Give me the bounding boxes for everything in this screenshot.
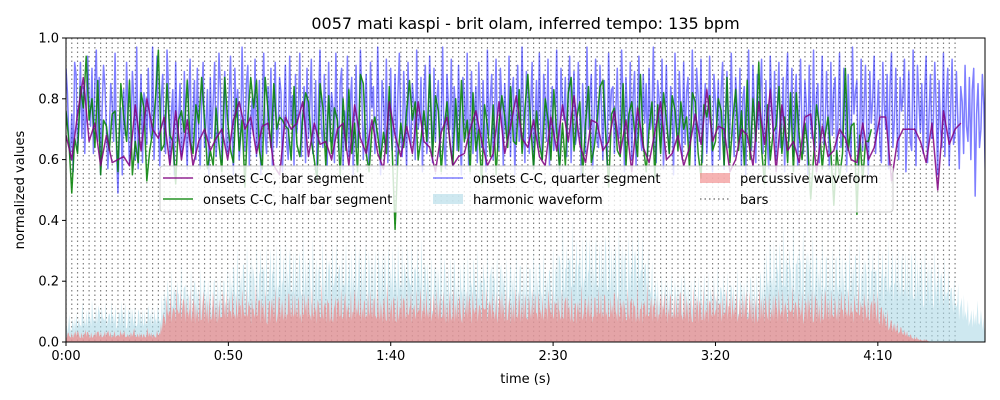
y-axis: 0.0 0.2 0.4 0.6 0.8 1.0 xyxy=(38,32,66,351)
legend-label-0: onsets C-C, bar segment xyxy=(203,172,364,187)
plot-area xyxy=(66,38,985,342)
y-tick-label-4: 0.8 xyxy=(38,92,59,107)
legend-label-4: percussive waveform xyxy=(740,172,878,187)
area-percussive-waveform xyxy=(66,281,936,342)
y-tick-label-1: 0.2 xyxy=(38,275,59,290)
series-line-1 xyxy=(66,49,873,231)
lines-layer xyxy=(66,46,985,231)
x-tick-label-3: 2:30 xyxy=(539,349,568,364)
legend-label-5: bars xyxy=(740,193,769,208)
y-tick-label-0: 0.0 xyxy=(38,336,59,351)
legend-label-3: harmonic waveform xyxy=(473,193,603,208)
areas-layer xyxy=(66,219,985,342)
y-tick-label-5: 1.0 xyxy=(38,32,59,47)
x-axis: 0:00 0:50 1:40 2:30 3:20 4:10 xyxy=(51,342,892,364)
x-tick-label-1: 0:50 xyxy=(214,349,243,364)
legend-label-1: onsets C-C, half bar segment xyxy=(203,193,392,208)
x-tick-label-5: 4:10 xyxy=(863,349,892,364)
chart-title: 0057 mati kaspi - brit olam, inferred te… xyxy=(311,14,739,33)
legend-swatch-4 xyxy=(700,173,730,183)
x-axis-label: time (s) xyxy=(500,372,550,387)
y-axis-label: normalized values xyxy=(13,130,28,249)
x-tick-label-0: 0:00 xyxy=(51,349,80,364)
y-tick-label-2: 0.4 xyxy=(38,214,59,229)
legend-swatch-3 xyxy=(433,194,463,204)
x-tick-label-2: 1:40 xyxy=(376,349,405,364)
legend-label-2: onsets C-C, quarter segment xyxy=(473,172,660,187)
legend: onsets C-C, bar segment onsets C-C, half … xyxy=(159,165,894,213)
y-tick-label-3: 0.6 xyxy=(38,153,59,168)
x-tick-label-4: 3:20 xyxy=(701,349,730,364)
series-line-0 xyxy=(66,76,962,191)
plot-frame xyxy=(65,37,986,343)
